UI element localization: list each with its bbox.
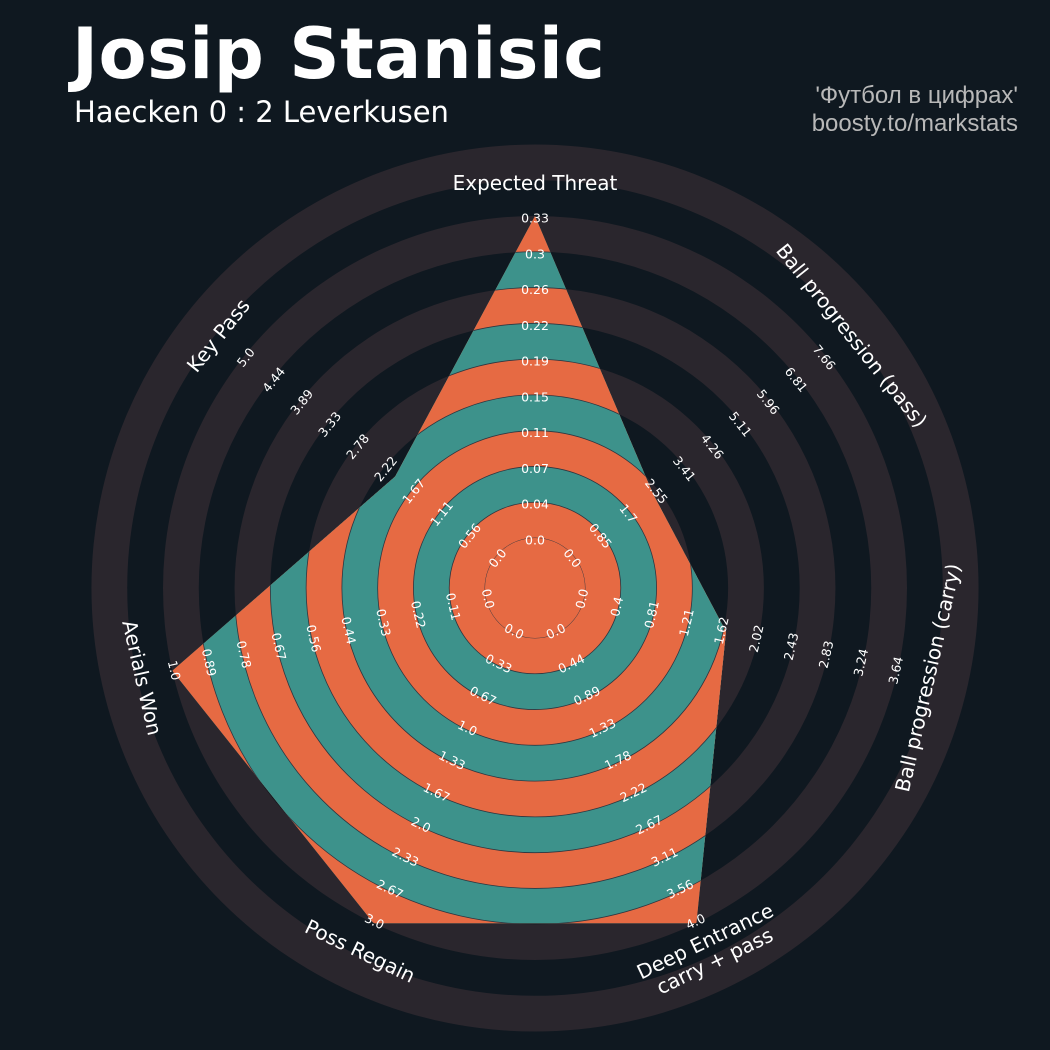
tick-label: 0.81 [641, 599, 662, 629]
tick-label: 0.3 [525, 246, 545, 261]
param-label: Expected Threat [453, 171, 618, 195]
tick-label: 0.04 [521, 497, 549, 512]
tick-label: 0.22 [408, 599, 429, 629]
tick-label: 0.4 [607, 595, 626, 618]
tick-label: 2.83 [816, 639, 837, 669]
tick-label: 0.11 [521, 425, 549, 440]
tick-label: 3.24 [850, 647, 871, 678]
tick-label: 0.07 [521, 461, 549, 476]
tick-label: 0.15 [521, 389, 549, 404]
tick-label: 1.62 [711, 615, 732, 645]
tick-label: 0.56 [303, 623, 324, 654]
tick-label: 0.0 [525, 533, 545, 548]
tick-label: 0.0 [572, 587, 591, 610]
tick-label: 0.89 [199, 647, 220, 678]
tick-label: 0.33 [521, 211, 549, 226]
tick-label: 1.0 [165, 659, 184, 682]
tick-label: 0.0 [479, 587, 498, 610]
tick-label: 2.43 [781, 631, 802, 661]
page-title: Josip Stanisic [72, 13, 606, 95]
tick-label: 2.02 [746, 623, 767, 653]
credit-channel: 'Футбол в цифрах' [815, 82, 1018, 109]
tick-label: 1.21 [676, 607, 697, 637]
tick-label: 0.19 [521, 354, 549, 369]
tick-label: 0.26 [521, 282, 549, 297]
tick-label: 0.44 [338, 615, 359, 646]
tick-label: 0.33 [373, 607, 394, 637]
tick-label: 0.11 [443, 591, 464, 621]
tick-label: 3.64 [885, 655, 906, 686]
credit-link: boosty.to/markstats [811, 110, 1018, 137]
tick-label: 0.22 [521, 318, 549, 333]
tick-label: 0.67 [268, 631, 289, 661]
tick-label: 0.78 [234, 639, 255, 670]
band-core [485, 538, 585, 638]
match-subtitle: Haecken 0 : 2 Leverkusen [74, 95, 449, 129]
